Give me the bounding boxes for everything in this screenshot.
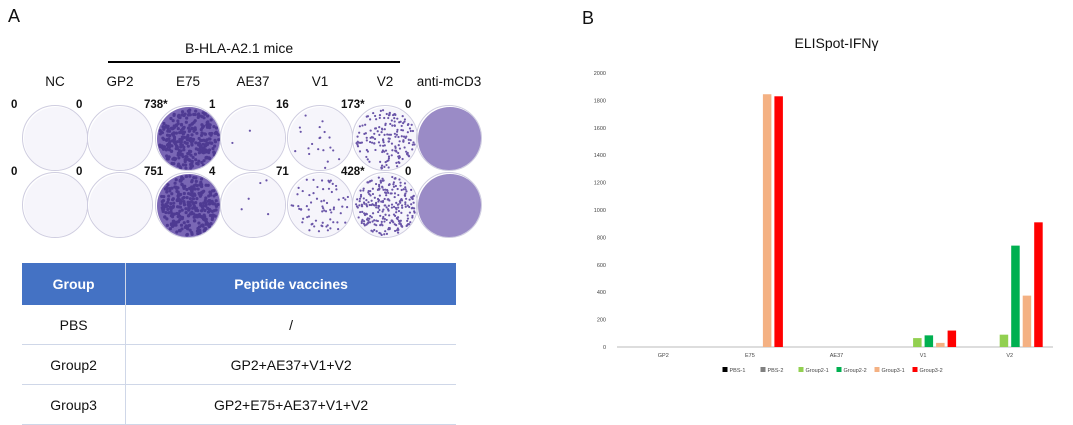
col-label-gp2: GP2 (106, 74, 134, 89)
legend-swatch (760, 367, 766, 372)
table-cell: GP2+E75+AE37+V1+V2 (125, 384, 456, 425)
y-tick-label: 1400 (594, 153, 606, 159)
legend-label: Group3-1 (882, 368, 905, 374)
table-row: PBS / (22, 305, 456, 345)
y-tick-label: 200 (597, 318, 606, 324)
elispot-well (220, 105, 286, 171)
table-cell: GP2+AE37+V1+V2 (125, 344, 456, 385)
table-cell: / (125, 305, 456, 345)
col-label-ae37: AE37 (236, 74, 270, 89)
mice-header-underline (108, 61, 400, 63)
table-row: Group3 GP2+E75+AE37+V1+V2 (22, 384, 456, 425)
y-tick-label: 1000 (594, 208, 606, 214)
y-tick-label: 2000 (594, 71, 606, 77)
bar (774, 96, 783, 347)
panel-b-label: B (582, 8, 595, 28)
table-header-row: Group Peptide vaccines (22, 263, 456, 305)
bar (762, 94, 772, 347)
spot-count-label: 16 (276, 99, 289, 111)
spot-count-label: 4 (209, 166, 216, 178)
spot-count-label: 428* (341, 166, 365, 178)
table-cell: Group3 (22, 384, 127, 425)
spot-count-label: 173* (341, 99, 365, 111)
elispot-well (87, 172, 153, 238)
legend-label: PBS-2 (768, 368, 784, 374)
elispot-well (416, 172, 482, 238)
bar (924, 335, 934, 347)
bar (999, 334, 1009, 347)
spot-count-label: 0 (76, 99, 83, 111)
col-label-cd3: anti-mCD3 (416, 74, 482, 89)
y-tick-label: 1800 (594, 98, 606, 104)
elispot-well (287, 105, 353, 171)
spot-count-label: 738* (144, 99, 168, 111)
spot-count-label: 71 (276, 166, 289, 178)
y-tick-label: 800 (597, 235, 606, 241)
table-row: Group2 GP2+AE37+V1+V2 (22, 344, 456, 385)
spot-count-label: 0 (11, 99, 18, 111)
elispot-well (416, 105, 482, 171)
legend-swatch (874, 367, 880, 372)
legend-label: Group2-1 (806, 368, 829, 374)
elispot-well (352, 105, 418, 171)
table-header-group: Group (22, 263, 127, 305)
bar (947, 330, 957, 347)
bar (1034, 222, 1043, 347)
x-tick-label: AE37 (830, 353, 843, 359)
spot-count-label: 0 (11, 166, 18, 178)
x-tick-label: E75 (745, 353, 755, 359)
y-tick-label: 400 (597, 290, 606, 296)
elispot-well (352, 172, 418, 238)
col-label-v2: V2 (376, 74, 394, 89)
y-tick-label: 1200 (594, 181, 606, 187)
vaccine-table: Group Peptide vaccines PBS / Group2 GP2+… (22, 263, 456, 425)
legend-label: Group2-2 (844, 368, 867, 374)
elispot-well (22, 105, 88, 171)
panel-a-label: A (8, 6, 21, 26)
spot-count-label: 0 (76, 166, 83, 178)
chart-title: ELISpot-IFNγ (794, 35, 878, 51)
table-cell: Group2 (22, 344, 127, 385)
mice-header: B-HLA-A2.1 mice (185, 40, 294, 56)
x-tick-label: V1 (920, 353, 927, 359)
elispot-well (220, 172, 286, 238)
y-tick-label: 1600 (594, 126, 606, 132)
legend-swatch (836, 367, 842, 372)
elispot-well (287, 172, 353, 238)
bar (1022, 295, 1032, 347)
x-tick-label: V2 (1006, 353, 1013, 359)
legend-swatch (912, 367, 918, 372)
col-label-nc: NC (45, 74, 65, 89)
col-label-e75: E75 (175, 74, 201, 89)
bar (1011, 245, 1020, 347)
elispot-bar-chart: ELISpot-IFNγ 0 200 400 600 800 1000 1200 1400 160… (594, 35, 1053, 374)
elispot-well (155, 105, 221, 171)
y-tick-label: 0 (603, 345, 606, 351)
table-cell: PBS (22, 305, 127, 345)
spot-count-label: 0 (405, 99, 412, 111)
y-tick-label: 600 (597, 263, 606, 269)
table-header-vaccines: Peptide vaccines (125, 263, 456, 305)
spot-count-label: 0 (405, 166, 412, 178)
x-tick-label: GP2 (658, 353, 669, 359)
legend-swatch (722, 367, 728, 372)
elispot-well (155, 172, 221, 238)
bar (936, 342, 945, 347)
elispot-well (22, 172, 88, 238)
bar (913, 338, 922, 347)
elispot-well (87, 105, 153, 171)
legend-label: Group3-2 (920, 368, 943, 374)
col-label-v1: V1 (311, 74, 329, 89)
legend-swatch (798, 367, 804, 372)
legend-label: PBS-1 (730, 368, 746, 374)
spot-count-label: 1 (209, 99, 216, 111)
spot-count-label: 751 (144, 166, 164, 178)
